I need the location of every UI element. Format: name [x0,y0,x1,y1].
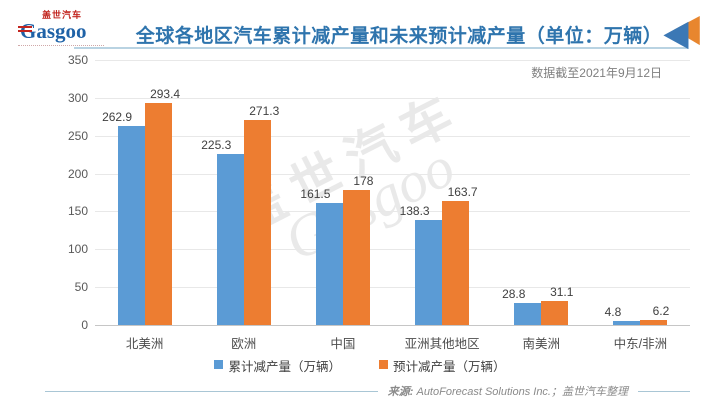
gasgoo-arrow-icon [663,16,700,50]
bar-value-label: 178 [353,174,374,189]
y-axis-tick: 200 [67,166,88,181]
y-axis-tick: 350 [67,53,88,67]
source-value: AutoForecast Solutions Inc.；盖世汽车整理 [413,386,628,398]
grid-line [95,287,690,289]
data-cutoff-note: 数据截至2021年9月12日 [531,66,662,80]
bar-forecast [342,190,370,325]
y-axis-tick: 50 [74,280,88,295]
bar-value-label: 6.2 [652,304,670,319]
bar-value-label: 262.9 [102,109,133,124]
grid-line [95,211,690,213]
source-prefix: 来源: [387,386,414,398]
bar-forecast [442,201,470,325]
logo-wordmark: Gasgoo [18,20,108,42]
bar-forecast [144,102,172,325]
x-axis-label: 南美洲 [522,337,560,351]
bar-value-label: 293.4 [150,86,181,101]
bar-cumulative [514,303,542,325]
x-axis-label: 亚洲其他地区 [404,337,480,351]
bar-value-label: 138.3 [399,204,430,219]
bar-forecast [243,119,271,325]
plot-area: 262.9 293.4 225.3 271.3 161.5 178 138.3 163.7 28… [95,60,690,326]
x-axis-label: 中国 [330,337,356,351]
logo-stripes-icon [18,26,32,34]
x-axis-label: 北美洲 [125,337,164,351]
logo-chinese-text: 盖世汽车 [42,10,83,20]
x-axis-label: 欧洲 [231,337,257,351]
y-axis-tick: 250 [67,128,88,143]
x-axis-label: 中东/非洲 [613,337,668,351]
grid-line [95,60,690,61]
legend-swatch [214,360,224,369]
legend: 累计减产量（万辆） 预计减产量（万辆） [0,356,720,375]
bar-value-label: 271.3 [249,103,280,118]
bar-value-label: 4.8 [604,305,622,320]
bar-forecast [640,320,668,325]
bar-cumulative [415,220,443,325]
bar-forecast [541,301,569,325]
bar-value-label: 161.5 [300,186,331,201]
legend-label: 累计减产量（万辆） [228,360,341,374]
y-axis-tick: 150 [67,204,88,219]
grid-line [95,173,690,175]
bar-cumulative [315,202,343,325]
logo-brand-text: Gasgoo [20,19,87,43]
legend-label: 预计减产量（万辆） [393,360,506,374]
bar-value-label: 225.3 [201,138,232,153]
logo-tagline-rule [18,45,104,47]
bar-cumulative [117,125,145,325]
bar-value-label: 31.1 [550,285,574,300]
footer-rule-left [45,390,378,392]
grid-line [95,97,690,99]
y-axis-tick: 300 [67,90,88,105]
y-axis-tick: 0 [81,318,88,332]
legend-item: 累计减产量（万辆） [214,356,341,375]
y-axis-tick: 100 [67,242,88,257]
legend-item: 预计减产量（万辆） [379,356,506,375]
bar-value-label: 163.7 [447,185,478,200]
source-text: 来源: AutoForecast Solutions Inc.；盖世汽车整理 [388,383,628,399]
footer-rule-right [638,390,690,392]
bar-cumulative [216,154,244,325]
bar-value-label: 28.8 [502,287,526,302]
grid-line [95,135,690,137]
chart-title: 全球各地区汽车累计减产量和未来预计减产量（单位：万辆） [135,26,663,47]
bar-cumulative [613,321,641,325]
source-footer: 来源: AutoForecast Solutions Inc.；盖世汽车整理 [45,383,690,399]
gasgoo-logo: 盖世汽车 Gasgoo [18,10,108,47]
title-divider [74,47,688,49]
legend-swatch [379,360,388,369]
grid-line [95,249,690,251]
